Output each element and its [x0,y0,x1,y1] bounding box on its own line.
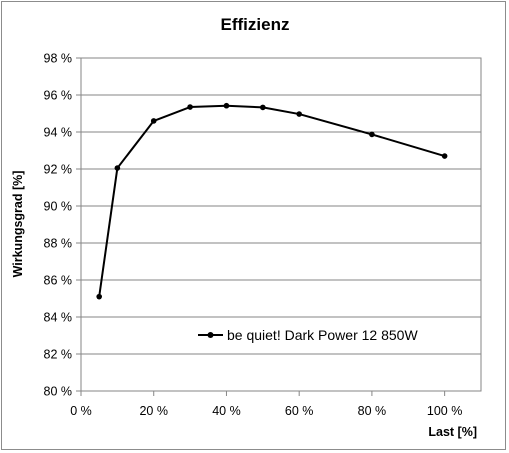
y-tick-label: 94 % [44,126,73,140]
y-tick-label: 90 % [44,200,73,214]
x-tick-label: 40 % [212,404,241,418]
series-layer [96,102,448,300]
legend: be quiet! Dark Power 12 850W [198,327,418,343]
data-point [260,104,266,111]
x-tick-label: 100 % [427,404,462,418]
data-point [96,293,102,300]
x-tick-label: 80 % [358,404,387,418]
y-tick-labels: 80 % 82 % 84 % 86 % 88 % 90 % 92 % 94 % 96 % 98 % [44,52,81,399]
y-tick-label: 96 % [44,89,73,103]
data-point [150,118,157,124]
x-tick-label: 20 % [139,404,168,418]
x-tick-labels: 0 % 20 % 40 % 60 % 80 % 100 % [70,391,462,418]
data-point [114,165,121,171]
y-tick-label: 88 % [44,237,73,251]
y-axis-title: Wirkungsgrad [%] [11,171,25,278]
data-point [296,111,302,117]
plot-area [80,57,482,392]
y-tick-label: 98 % [44,52,73,66]
gridlines [81,94,481,355]
y-tick-label: 92 % [44,163,73,177]
x-tick-label: 60 % [285,404,314,418]
legend-label: be quiet! Dark Power 12 850W [227,327,418,343]
chart-title: Effizienz [221,15,290,34]
data-point [187,104,193,110]
y-tick-label: 84 % [44,311,73,325]
x-tick-label: 0 % [70,404,92,418]
series-line [98,104,445,297]
y-tick-label: 86 % [44,274,73,288]
data-point [369,131,375,138]
y-tick-label: 82 % [44,348,73,362]
y-tick-label: 80 % [44,385,73,399]
x-axis-title: Last [%] [428,425,477,439]
data-point [223,102,230,109]
data-point [441,153,448,159]
legend-point-marker [207,332,214,338]
